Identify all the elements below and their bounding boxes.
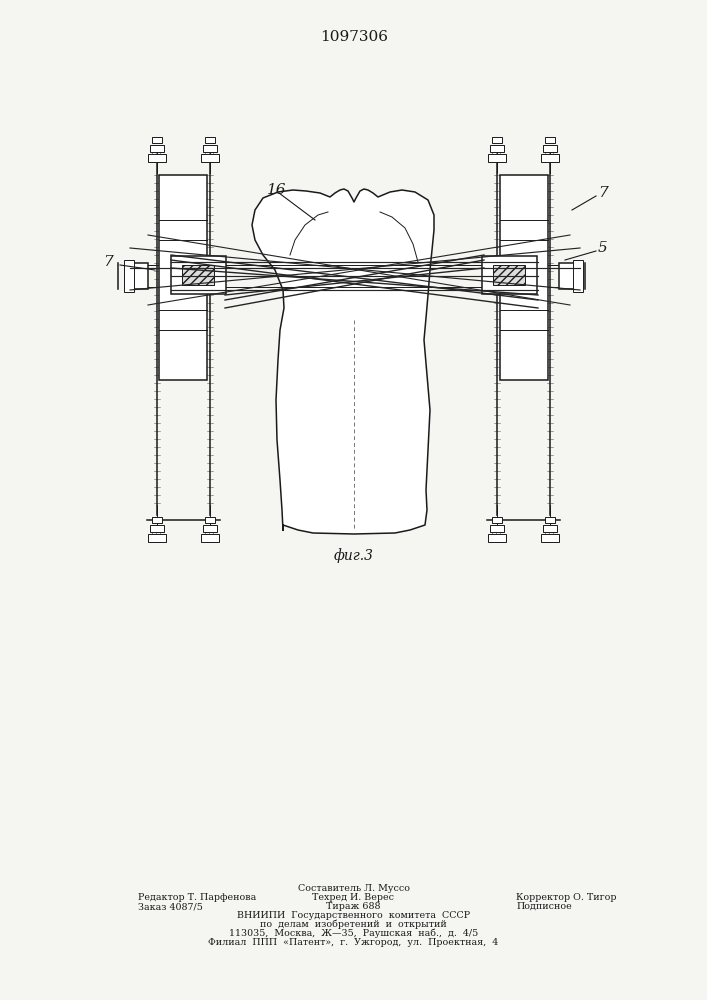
- Bar: [493, 265, 525, 285]
- Bar: [492, 517, 502, 523]
- Bar: [152, 517, 162, 523]
- Text: Тираж 688: Тираж 688: [326, 902, 381, 911]
- Bar: [148, 534, 166, 542]
- Bar: [201, 534, 219, 542]
- Text: Корректор О. Тигор: Корректор О. Тигор: [516, 893, 617, 902]
- Text: 7: 7: [598, 186, 608, 200]
- Text: фиг.3: фиг.3: [334, 548, 374, 563]
- Bar: [203, 145, 217, 152]
- Bar: [541, 534, 559, 542]
- Bar: [171, 256, 226, 294]
- Bar: [559, 263, 575, 289]
- Bar: [490, 145, 504, 152]
- Text: Редактор Т. Парфенова: Редактор Т. Парфенова: [138, 893, 256, 902]
- Bar: [545, 517, 555, 523]
- Bar: [488, 154, 506, 162]
- Text: по  делам  изобретений  и  открытий: по делам изобретений и открытий: [260, 920, 447, 929]
- Bar: [124, 260, 134, 292]
- Text: Составитель Л. Муссо: Составитель Л. Муссо: [298, 884, 409, 893]
- Text: 1097306: 1097306: [320, 30, 388, 44]
- Text: ВНИИПИ  Государственного  комитета  СССР: ВНИИПИ Государственного комитета СССР: [237, 911, 470, 920]
- Text: 5: 5: [598, 241, 608, 255]
- Text: Техред И. Верес: Техред И. Верес: [312, 893, 395, 902]
- Bar: [205, 517, 215, 523]
- Text: Филиал  ППП  «Патент»,  г.  Ужгород,  ул.  Проектная,  4: Филиал ППП «Патент», г. Ужгород, ул. Про…: [209, 938, 498, 947]
- Text: 7: 7: [103, 255, 113, 269]
- Text: 113035,  Москва,  Ж—35,  Раушская  наб.,  д.  4/5: 113035, Москва, Ж—35, Раушская наб., д. …: [229, 928, 478, 938]
- Bar: [482, 256, 537, 294]
- Text: Заказ 4087/5: Заказ 4087/5: [138, 902, 203, 911]
- Text: Подписное: Подписное: [516, 902, 572, 911]
- Bar: [488, 534, 506, 542]
- Bar: [545, 137, 555, 143]
- Polygon shape: [252, 189, 434, 534]
- Bar: [159, 175, 207, 380]
- Bar: [203, 525, 217, 532]
- Bar: [150, 525, 164, 532]
- Bar: [541, 154, 559, 162]
- Bar: [132, 263, 148, 289]
- Bar: [490, 525, 504, 532]
- Text: 16: 16: [267, 183, 286, 197]
- Bar: [492, 137, 502, 143]
- Bar: [148, 154, 166, 162]
- Bar: [152, 137, 162, 143]
- Bar: [543, 525, 557, 532]
- Bar: [182, 265, 214, 285]
- Bar: [573, 260, 583, 292]
- Bar: [205, 137, 215, 143]
- Bar: [150, 145, 164, 152]
- Bar: [543, 145, 557, 152]
- Bar: [201, 154, 219, 162]
- Bar: [500, 175, 548, 380]
